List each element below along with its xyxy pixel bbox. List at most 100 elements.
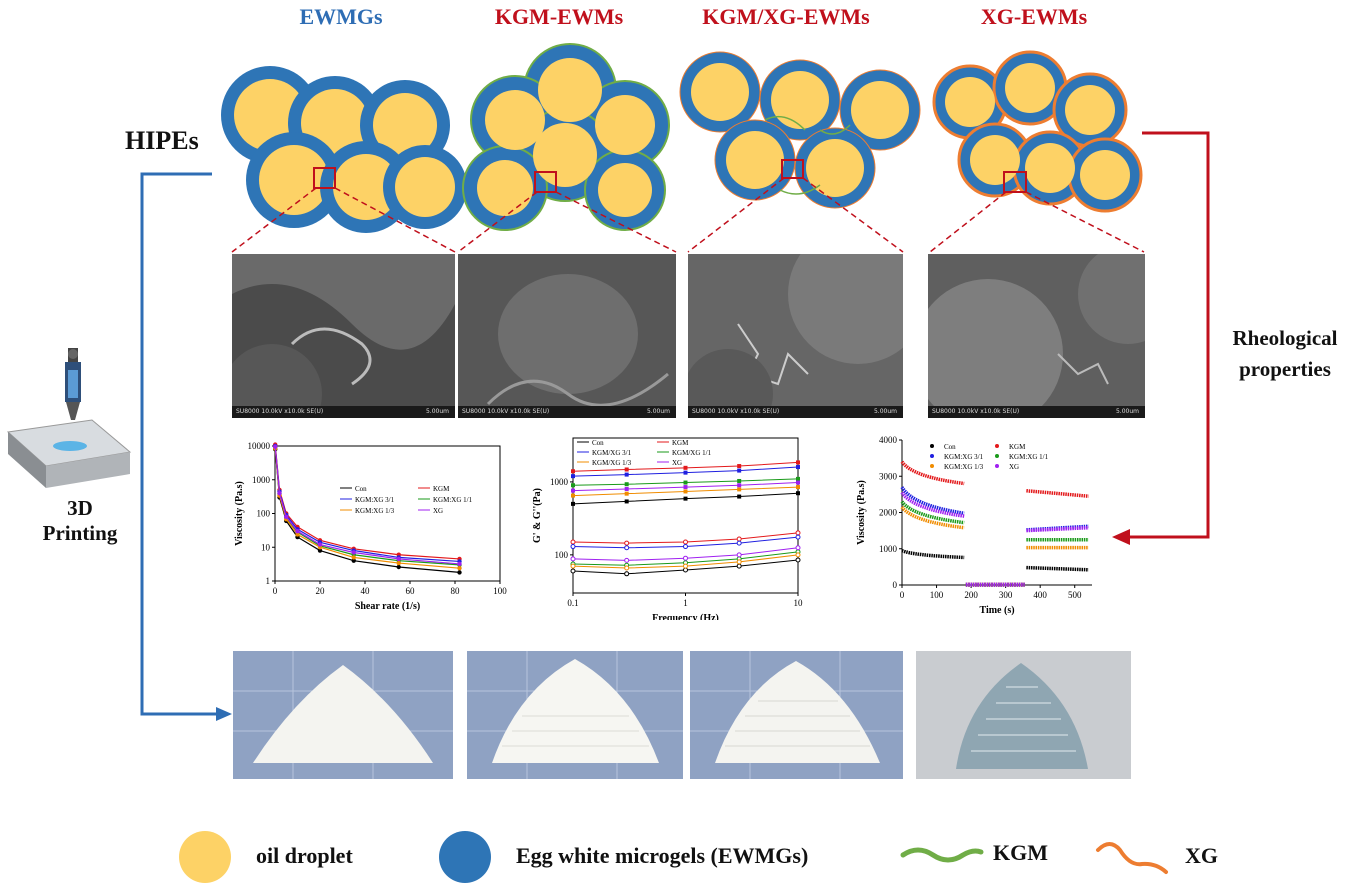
y-tick-label: 100 bbox=[555, 550, 569, 560]
data-point bbox=[624, 571, 630, 577]
legend-label: KGM/XG 3/1 bbox=[592, 449, 632, 457]
legend-label: Con bbox=[592, 439, 604, 447]
sem-scale-text: SU8000 10.0kV x10.0k SE(U) bbox=[932, 408, 1020, 415]
sem-image-xg-ewms: SU8000 10.0kV x10.0k SE(U) 5.00um bbox=[928, 254, 1145, 418]
sem-scale-text: SU8000 10.0kV x10.0k SE(U) bbox=[462, 408, 550, 415]
data-point bbox=[683, 555, 688, 561]
legend-label: KGM:XG 1/1 bbox=[433, 496, 473, 504]
x-tick-label: 100 bbox=[930, 590, 944, 600]
data-point bbox=[277, 490, 282, 496]
legend-swatch bbox=[930, 444, 934, 448]
data-point bbox=[796, 465, 800, 470]
xg-legend-icon bbox=[1096, 842, 1168, 874]
series-line bbox=[274, 446, 460, 565]
sem-image-kgm-xg-ewms: SU8000 10.0kV x10.0k SE(U) 5.00um bbox=[688, 254, 903, 418]
y-axis-label: G' & G''(Pa) bbox=[532, 488, 543, 543]
rheology-label-line1: Rheological bbox=[1232, 326, 1338, 350]
data-point bbox=[624, 486, 629, 491]
rheology-connector bbox=[1112, 131, 1210, 545]
data-point bbox=[624, 557, 630, 563]
printing-connector bbox=[140, 172, 232, 721]
x-tick-label: 80 bbox=[451, 586, 461, 596]
data-point bbox=[624, 467, 629, 472]
legend-label: KGM bbox=[433, 485, 450, 493]
y-tick-label: 1000 bbox=[252, 475, 271, 485]
x-tick-label: 60 bbox=[406, 586, 416, 596]
data-point bbox=[796, 485, 800, 490]
y-tick-label: 10 bbox=[261, 542, 271, 552]
data-point bbox=[683, 470, 688, 475]
data-point bbox=[795, 530, 801, 536]
data-point bbox=[795, 534, 801, 540]
data-point bbox=[351, 558, 356, 563]
sem-scale-value: 5.00um bbox=[1115, 408, 1139, 415]
legend-xg: XG bbox=[1185, 843, 1218, 868]
data-point bbox=[624, 472, 629, 477]
x-tick-label: 40 bbox=[361, 586, 371, 596]
data-point bbox=[683, 539, 688, 545]
legend-swatch bbox=[930, 464, 934, 468]
data-point bbox=[457, 570, 462, 575]
x-axis-label: Time (s) bbox=[979, 605, 1014, 616]
legend-ewmg: Egg white microgels (EWMGs) bbox=[516, 843, 809, 868]
print-photo-ewmgs bbox=[233, 651, 453, 779]
print-photo-kgm-xg-ewms bbox=[690, 651, 903, 779]
series-line bbox=[274, 448, 460, 569]
data-point bbox=[624, 545, 630, 551]
data-point bbox=[570, 544, 576, 550]
printing-label: 3D Printing bbox=[30, 496, 130, 546]
y-tick-label: 1 bbox=[266, 576, 271, 586]
x-tick-label: 0.1 bbox=[567, 598, 578, 608]
data-point bbox=[736, 559, 742, 565]
column-title-ewmgs: EWMGs bbox=[299, 4, 383, 29]
data-point bbox=[737, 483, 742, 488]
data-point bbox=[683, 496, 688, 501]
data-point bbox=[624, 491, 629, 496]
y-tick-label: 100 bbox=[257, 509, 271, 519]
data-point bbox=[457, 565, 462, 571]
data-point bbox=[736, 563, 742, 569]
legend-label: Con bbox=[355, 485, 367, 493]
data-point bbox=[570, 539, 576, 545]
sem-image-kgm-ewms: SU8000 10.0kV x10.0k SE(U) 5.00um bbox=[458, 254, 676, 418]
data-point bbox=[571, 483, 575, 488]
data-point bbox=[295, 532, 300, 537]
y-tick-label: 4000 bbox=[879, 435, 898, 445]
data-point bbox=[624, 540, 630, 546]
x-tick-label: 0 bbox=[900, 590, 905, 600]
sem-image-ewmgs: SU8000 10.0kV x10.0k SE(U) 5.00um bbox=[232, 254, 455, 418]
chart-viscosity-shear: 0 20 40 60 80 100 1 10 100 1000 10000 Shear rate (1… bbox=[234, 441, 507, 612]
legend-label: KGM:XG 3/1 bbox=[944, 453, 984, 461]
legend-label: KGM bbox=[672, 439, 689, 447]
data-point bbox=[396, 556, 401, 562]
data-point bbox=[737, 464, 742, 469]
data-point bbox=[317, 542, 323, 547]
data-point bbox=[683, 485, 688, 490]
data-point bbox=[737, 478, 742, 483]
data-point bbox=[396, 560, 401, 566]
x-tick-label: 300 bbox=[999, 590, 1013, 600]
y-tick-label: 1000 bbox=[879, 544, 898, 554]
series-segment bbox=[900, 486, 965, 515]
data-point bbox=[571, 488, 575, 493]
sem-scale-value: 5.00um bbox=[873, 408, 897, 415]
legend-label: KGM:XG 3/1 bbox=[355, 496, 395, 504]
data-point bbox=[457, 561, 462, 567]
sem-scale-value: 5.00um bbox=[646, 408, 670, 415]
data-point bbox=[351, 550, 356, 555]
y-axis-label: Viscosity (Pa.s) bbox=[234, 481, 245, 546]
x-tick-label: 0 bbox=[273, 586, 278, 596]
data-point bbox=[796, 476, 800, 481]
data-point bbox=[736, 540, 742, 546]
series-segment bbox=[900, 500, 965, 525]
data-point bbox=[795, 557, 801, 563]
data-point bbox=[796, 491, 800, 496]
rheology-label-line2: properties bbox=[1239, 357, 1331, 381]
data-point bbox=[683, 544, 688, 550]
legend-label: KGM/XG 1/1 bbox=[672, 449, 712, 457]
legend-label: XG bbox=[433, 507, 443, 515]
data-point bbox=[736, 552, 742, 558]
kgm-xg-ewms-cluster bbox=[679, 51, 921, 209]
x-tick-label: 400 bbox=[1033, 590, 1047, 600]
